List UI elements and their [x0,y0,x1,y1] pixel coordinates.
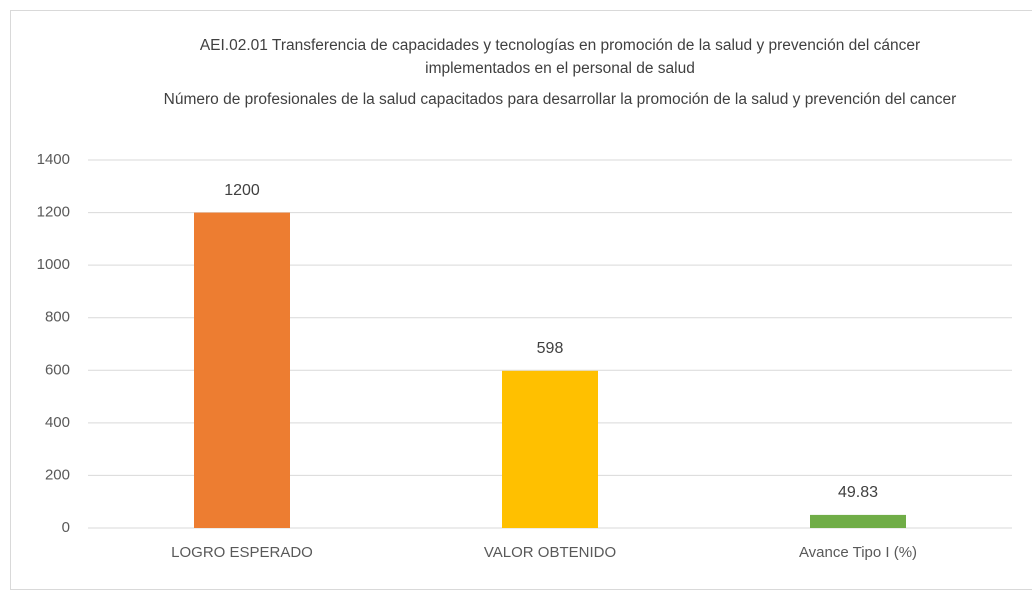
chart-subtitle: Número de profesionales de la salud capa… [163,91,957,108]
bar [810,514,906,528]
y-tick-label: 1200 [37,204,70,221]
data-label: 598 [537,340,564,357]
chart: 0 200 400 600 800 1000 1200 1400 LOGRO ESPERADO 1… [37,151,1012,561]
data-label: 49.83 [838,484,878,501]
y-tick-label: 200 [45,466,70,483]
y-tick-label: 600 [45,361,70,378]
chart-title: AEI.02.01 Transferencia de capacidades y… [199,37,921,77]
y-tick-label: 1400 [37,151,70,168]
bar [502,370,598,528]
y-tick-label: 1000 [37,256,70,273]
y-tick-label: 800 [45,309,70,326]
data-label: 1200 [224,182,260,199]
y-tick-label: 0 [62,519,70,536]
x-tick-label: LOGRO ESPERADO [171,544,313,561]
y-tick-label: 400 [45,414,70,431]
x-tick-label: Avance Tipo I (%) [799,544,917,561]
bar [194,212,290,529]
page: AEI.02.01 Transferencia de capacidades y… [10,10,1032,590]
x-tick-label: VALOR OBTENIDO [484,544,616,561]
